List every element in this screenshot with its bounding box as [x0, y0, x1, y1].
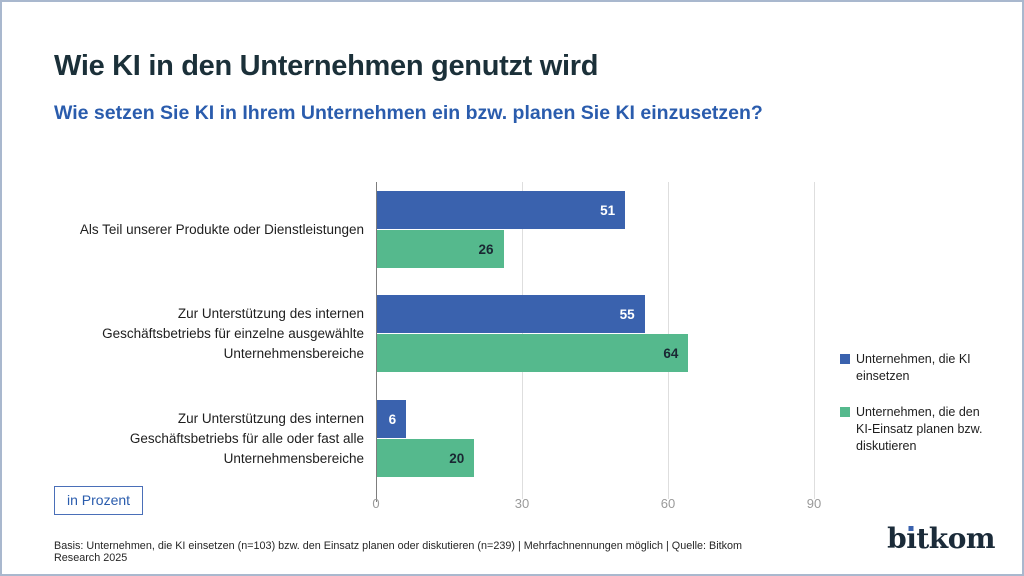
x-tick-label-30: 30: [514, 496, 530, 511]
bar-ki-einsetzen-einzelne-bereiche: 55: [377, 295, 645, 333]
logo-text: b: [887, 522, 907, 555]
logo-letter-i: ı: [906, 522, 917, 555]
bar-value-label: 26: [478, 241, 494, 257]
bar-value-label: 6: [388, 411, 397, 427]
bar-value-label: 64: [663, 345, 679, 361]
category-label-line: Zur Unterstützung des internen: [177, 305, 364, 321]
x-tick-label-90: 90: [806, 496, 822, 511]
legend-label: Unternehmen, die den KI-Einsatz planen b…: [856, 405, 983, 453]
bar-ki-planen-alle-bereiche: 20: [377, 439, 475, 477]
survey-question-subtitle: Wie setzen Sie KI in Ihrem Unternehmen e…: [54, 102, 763, 124]
bar-value-label: 51: [600, 202, 616, 218]
category-label-3: Zur Unterstützung des internen Geschäftsb…: [42, 400, 364, 477]
logo-text: ı: [906, 522, 917, 555]
legend-label: Unternehmen, die KI einsetzen: [856, 352, 971, 383]
logo-blue-dot-icon: [908, 526, 914, 531]
bar-ki-einsetzen-produkte: 51: [377, 191, 626, 229]
page-title: Wie KI in den Unternehmen genutzt wird: [54, 50, 599, 82]
bar-chart: Als Teil unserer Produkte oder Dienstlei…: [2, 172, 1022, 522]
category-label-1: Als Teil unserer Produkte oder Dienstlei…: [42, 191, 364, 268]
bar-ki-einsetzen-alle-bereiche: 6: [377, 400, 407, 438]
gridline-90: [814, 182, 815, 499]
x-tick-label-60: 60: [660, 496, 676, 511]
x-tick-label-0: 0: [372, 496, 380, 511]
bitkom-logo: bı tkom: [887, 522, 995, 555]
category-label-line: Unternehmensbereiche: [223, 450, 364, 466]
bar-value-label: 55: [619, 306, 635, 322]
category-label-line: Geschäftsbetriebs für einzelne ausgewähl…: [102, 325, 364, 341]
chart-legend: Unternehmen, die KI einsetzen Unternehme…: [840, 351, 1005, 474]
legend-swatch-blue: [840, 354, 850, 364]
legend-item-ki-einsetzen: Unternehmen, die KI einsetzen: [840, 351, 1005, 385]
source-note: Basis: Unternehmen, die KI einsetzen (n=…: [54, 540, 743, 564]
bar-group-1: 51 26: [377, 191, 626, 268]
logo-text: tkom: [916, 522, 995, 555]
category-label-line: Geschäftsbetriebs für alle oder fast all…: [129, 430, 364, 446]
category-label-2: Zur Unterstützung des internen Geschäftsb…: [42, 295, 364, 372]
category-label-line: Zur Unterstützung des internen: [177, 410, 364, 426]
bar-value-label: 20: [449, 450, 465, 466]
bar-ki-planen-einzelne-bereiche: 64: [377, 334, 689, 372]
category-label-line: Als Teil unserer Produkte oder Dienstlei…: [79, 221, 364, 237]
bar-group-2: 55 64: [377, 295, 689, 372]
category-label-line: Unternehmensbereiche: [223, 345, 364, 361]
y-axis-line: [376, 182, 377, 502]
unit-badge-in-prozent: in Prozent: [54, 486, 144, 515]
legend-swatch-green: [840, 407, 850, 417]
legend-item-ki-planen: Unternehmen, die den KI-Einsatz planen b…: [840, 404, 1005, 455]
bar-group-3: 6 20: [377, 400, 475, 477]
bar-ki-planen-produkte: 26: [377, 230, 504, 268]
